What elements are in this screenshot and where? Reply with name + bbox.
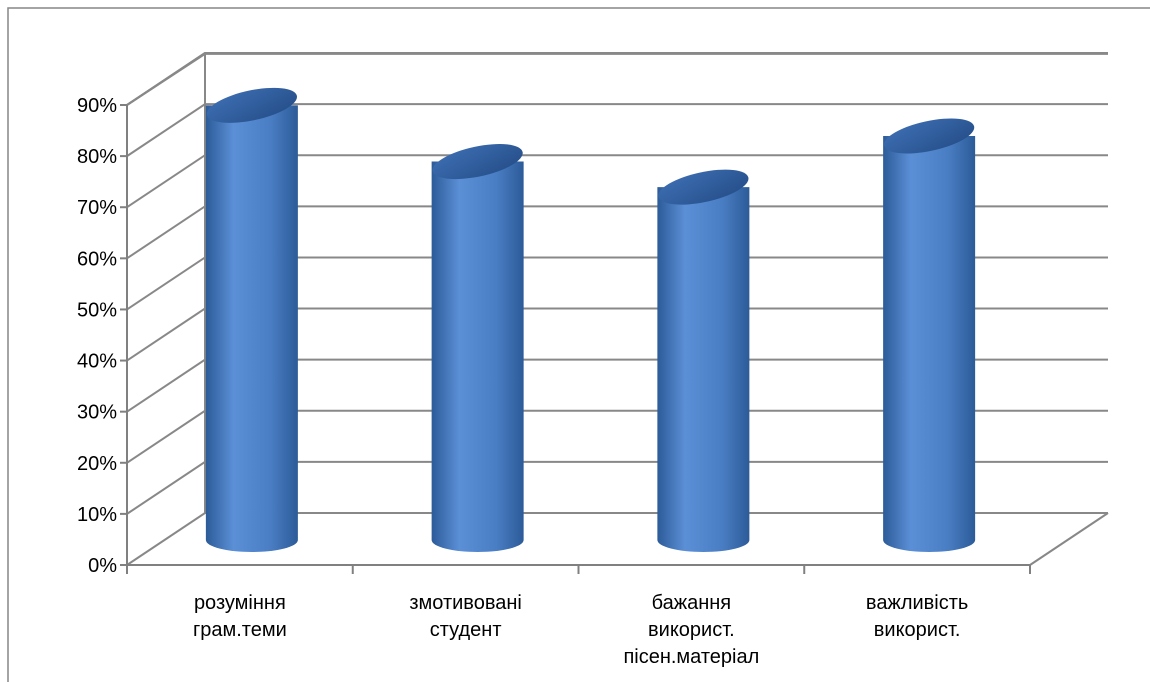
gridline — [126, 409, 1108, 464]
x-category-label: бажання використ. пісен.матеріал — [623, 592, 759, 668]
bar-top — [884, 118, 975, 154]
bar-top — [658, 169, 749, 205]
bar-body — [431, 161, 524, 553]
y-tick-label: 90% — [77, 95, 117, 117]
y-tick-label: 30% — [77, 402, 117, 424]
gridline — [126, 256, 1108, 311]
bar-body — [657, 187, 750, 552]
bar-top — [206, 87, 297, 123]
category-label-line: бажання — [652, 592, 732, 614]
category-label-line: студент — [430, 619, 502, 641]
gridlines — [126, 52, 1108, 566]
gridline — [126, 460, 1108, 515]
gridline — [126, 205, 1108, 260]
y-tick-label: 10% — [77, 504, 117, 526]
y-tick-label: 70% — [77, 197, 117, 219]
x-category-label: важливість використ. — [866, 592, 968, 641]
x-category-label: розуміння грам.теми — [193, 592, 287, 641]
floor-right-edge — [1029, 512, 1109, 566]
bars — [205, 87, 976, 553]
axes — [120, 104, 1031, 574]
gridline — [126, 358, 1108, 413]
bar — [657, 169, 750, 552]
gridline — [126, 512, 1108, 566]
bar-body — [883, 136, 976, 552]
bar — [431, 144, 524, 553]
x-category-labels: розуміння грам.теми змотивовані студент бажа… — [193, 592, 968, 668]
gridline — [126, 103, 1108, 157]
gridline — [126, 52, 1108, 106]
bar — [205, 87, 298, 552]
chart-frame — [7, 7, 1150, 682]
y-tick-label: 0% — [88, 555, 117, 577]
y-tick-label: 40% — [77, 351, 117, 373]
category-label-line: важливість — [866, 592, 968, 614]
y-tick-label: 80% — [77, 146, 117, 168]
y-tick-labels: 0% 10% 20% 30% 40% 50% 60% 70% 80% 90% — [77, 95, 117, 577]
x-category-label: змотивовані студент — [409, 592, 521, 641]
gridline — [126, 154, 1108, 209]
category-label-line: змотивовані — [409, 592, 521, 614]
bar-body — [205, 105, 298, 552]
bar — [883, 118, 976, 552]
y-tick-label: 20% — [77, 453, 117, 475]
category-label-line: розуміння — [194, 592, 286, 614]
category-label-line: використ. — [874, 619, 961, 641]
category-label-line: використ. — [648, 619, 735, 641]
y-tick-label: 50% — [77, 299, 117, 321]
category-label-line: пісен.матеріал — [623, 646, 759, 668]
category-label-line: грам.теми — [193, 619, 287, 641]
y-tick-label: 60% — [77, 248, 117, 270]
bar-top — [432, 144, 523, 180]
gridline — [126, 307, 1108, 362]
